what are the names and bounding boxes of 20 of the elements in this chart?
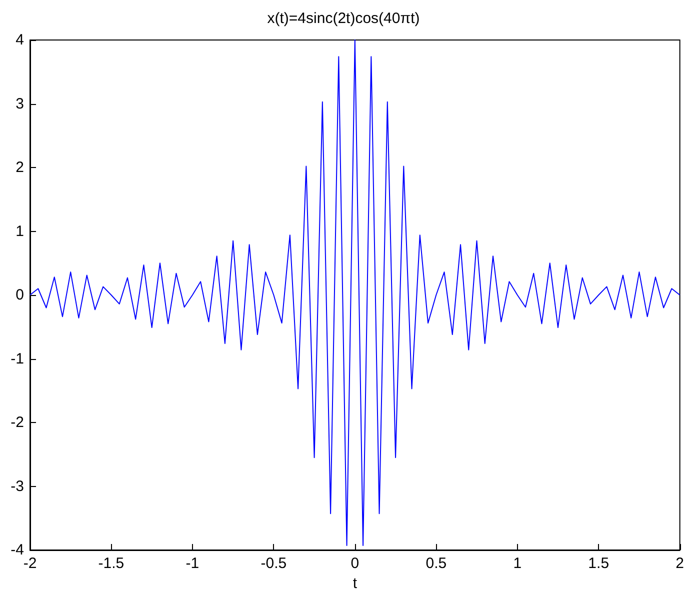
y-tick-label: -2 <box>10 414 24 431</box>
y-tick-label: 4 <box>16 32 24 48</box>
y-tick-label: -3 <box>10 478 24 495</box>
y-tick-label: -1 <box>10 350 24 368</box>
line-series <box>30 40 680 546</box>
y-tick-label: 0 <box>16 286 24 304</box>
x-tick-label: -1 <box>186 555 200 572</box>
y-tick-label: 1 <box>16 222 24 240</box>
x-tick-label: 1 <box>513 555 522 572</box>
x-tick-label: 0.5 <box>426 555 447 572</box>
y-tick-label: -4 <box>10 542 24 558</box>
x-axis-title: t <box>352 574 358 592</box>
x-tick-label: -0.5 <box>260 555 287 572</box>
chart-title: x(t)=4sinc(2t)cos(40πt) <box>267 10 420 27</box>
y-tick-label: 2 <box>16 159 24 176</box>
x-tick-label: 2 <box>676 555 684 572</box>
y-tick-label: 3 <box>16 95 24 112</box>
x-tick-label: -1.5 <box>98 555 124 572</box>
x-tick-label: 0 <box>350 555 360 572</box>
x-tick-label: 1.5 <box>588 555 610 572</box>
